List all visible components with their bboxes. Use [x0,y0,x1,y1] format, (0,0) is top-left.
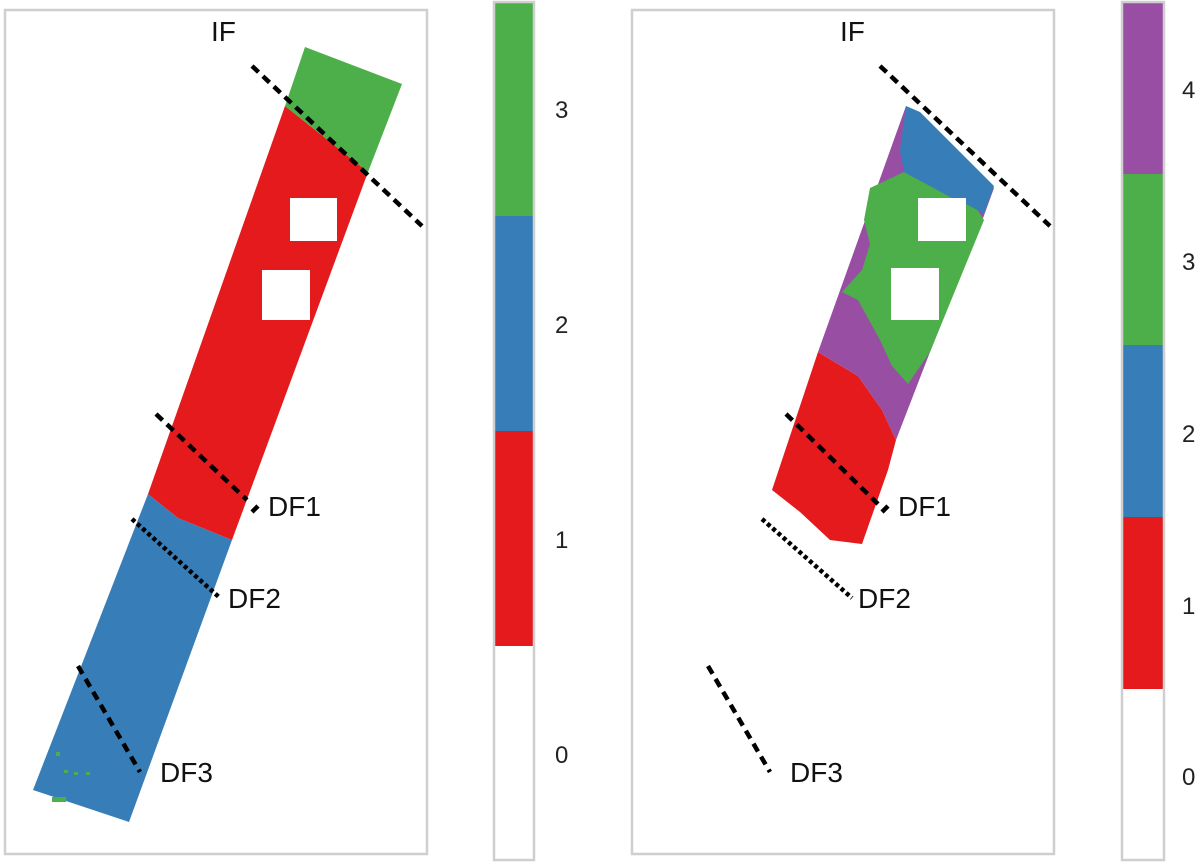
right-map-frame [630,8,1056,856]
right-colorbar-band-3 [1122,174,1164,345]
left-colorbar-band-1 [494,431,534,646]
left-colorbar-tick-2: 2 [555,312,568,339]
right-zone-red [772,352,896,544]
left-hole-upper [290,198,337,241]
left-zone-blue [33,494,232,822]
left-fault-df3 [76,664,142,774]
right-colorbar-band-2 [1122,345,1164,517]
right-label-df2: DF2 [858,583,911,614]
right-fault-df3 [706,664,772,774]
left-fault-df1-tick [250,504,260,514]
right-hole-lower [891,268,939,320]
right-colorbar: 0 1 2 3 4 [1120,0,1195,862]
left-colorbar: 0 1 2 3 [492,0,568,862]
left-colorbar-tick-1: 1 [555,527,568,554]
right-colorbar-band-4 [1122,2,1164,174]
right-zone-blue [900,106,994,214]
right-fault-df2 [760,517,854,600]
right-colorbar-tick-1: 1 [1182,593,1195,620]
right-colorbar-band-1 [1122,517,1164,689]
right-colorbar-tick-3: 3 [1182,249,1195,276]
right-colorbar-tick-0: 0 [1182,764,1195,791]
left-label-df2: DF2 [228,583,281,614]
left-colorbar-band-2 [494,216,534,431]
left-zone-green [285,47,402,172]
left-fault-df1 [154,412,249,502]
right-label-df1: DF1 [898,491,951,522]
right-map-panel: IF DF1 DF2 DF3 [630,8,1056,856]
left-label-df3: DF3 [160,757,213,788]
left-label-df1: DF1 [268,491,321,522]
left-zone-red [148,106,368,540]
left-colorbar-band-0 [494,646,534,860]
right-hole-upper [918,198,966,241]
left-hole-lower [262,270,310,320]
left-colorbar-tick-0: 0 [555,742,568,769]
right-colorbar-tick-2: 2 [1182,421,1195,448]
right-label-df3: DF3 [790,757,843,788]
right-fault-if [878,64,1052,228]
left-fault-if [250,64,424,228]
right-colorbar-frame [1120,0,1166,862]
right-fault-df1 [784,412,880,506]
left-map-panel: IF DF1 DF2 DF3 [3,8,429,856]
left-green-specks [52,752,90,802]
right-colorbar-band-0 [1122,689,1164,860]
right-label-if: IF [840,16,865,47]
right-colorbar-tick-4: 4 [1182,77,1195,104]
left-map-frame [3,8,429,856]
left-colorbar-band-3 [494,2,534,216]
left-fault-df2 [130,517,222,600]
left-colorbar-frame [492,0,536,862]
left-label-if: IF [211,16,236,47]
left-colorbar-tick-3: 3 [555,97,568,124]
right-fault-df1-tick [880,504,890,514]
